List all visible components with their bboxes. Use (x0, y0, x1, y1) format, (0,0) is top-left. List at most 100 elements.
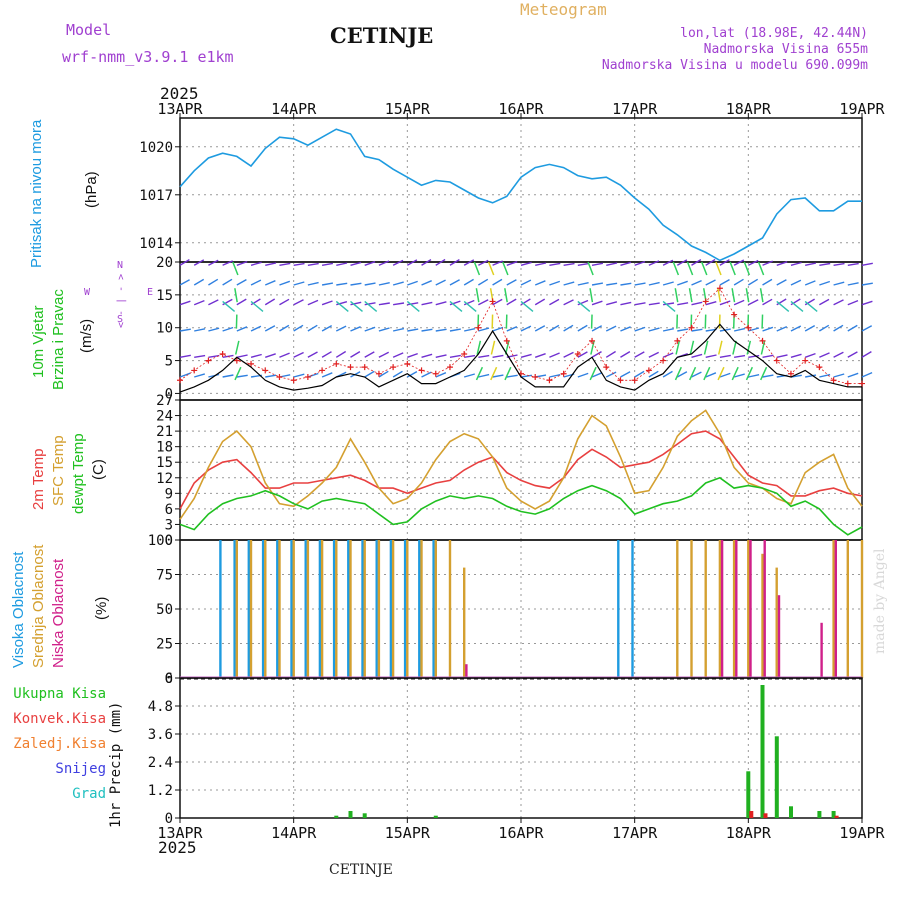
wind-barb (520, 353, 532, 358)
wind-barb (577, 324, 588, 332)
cloud-bar (377, 540, 381, 678)
cloud-bar (247, 540, 250, 678)
wind-barb (719, 259, 730, 266)
wind-barb (705, 279, 716, 286)
y-tick-label: 6 (165, 502, 173, 518)
wind-barb (265, 374, 277, 378)
wind-barb-strong (475, 288, 480, 303)
x-tick-label-top: 16APR (498, 100, 544, 118)
cloud-bar (704, 540, 707, 678)
wind-barb-mid (804, 300, 818, 312)
wind-barb (478, 354, 490, 358)
y-tick-label: 100 (148, 533, 173, 549)
wind-barb (236, 260, 248, 266)
wind-barb-strong (672, 261, 680, 276)
precip-bar (334, 815, 339, 818)
wind-barb (435, 279, 446, 286)
cloud-bar (349, 540, 352, 678)
wind-barb (449, 354, 461, 358)
precip-bar (749, 811, 754, 818)
wind-barb-strong (689, 340, 695, 355)
y-tick-label: 5 (165, 354, 173, 370)
wind-barb (847, 351, 858, 358)
wind-barb (492, 354, 504, 358)
wind-barb (407, 352, 418, 358)
wind-barb (463, 259, 475, 266)
wind-barb (378, 370, 389, 378)
wind-barb (222, 326, 234, 332)
wind-barb (804, 352, 816, 358)
wind-barb (208, 278, 219, 286)
y-tick-label: 24 (156, 409, 173, 425)
wind-barb (577, 351, 588, 358)
wind-barb (691, 353, 703, 358)
wind-barb (335, 350, 347, 358)
wind-barb (705, 258, 716, 266)
wind-barb (833, 351, 844, 358)
wind-barb (648, 351, 660, 358)
wind-barb (421, 371, 432, 378)
panel-frame (179, 677, 863, 819)
wind-barb (620, 261, 632, 266)
wind-barb (648, 260, 660, 266)
wind-barb (776, 279, 787, 286)
wind-barb-mid (463, 300, 477, 312)
series-line (179, 128, 862, 262)
wind-barb (307, 324, 318, 332)
wind-barb (236, 298, 247, 306)
wind-barb (179, 279, 190, 286)
wind-barb (222, 298, 233, 306)
wind-barb (762, 374, 774, 378)
wind-barb (194, 328, 206, 332)
wind-barb (605, 350, 616, 358)
wind-barb (634, 282, 646, 286)
wind-barb (691, 328, 703, 332)
cloud-bar (276, 540, 279, 678)
wind-barb (676, 259, 688, 266)
model-label: Model (66, 21, 112, 39)
wind-barb (847, 324, 858, 332)
wind-barb (478, 259, 489, 266)
wind-barb (748, 299, 759, 306)
wind-barb (819, 262, 831, 266)
cloud-bar (235, 540, 238, 678)
gust-marker (276, 374, 283, 380)
gust-marker (546, 377, 553, 384)
cloud-bar (420, 540, 423, 678)
wind-barb-strong (717, 340, 723, 355)
wind-barb (279, 352, 290, 358)
wind-barb (563, 351, 574, 358)
wind-barb (520, 325, 532, 332)
legend-total-rain: Ukupna Kisa (13, 686, 106, 702)
gust-marker (205, 357, 212, 364)
wind-barb (748, 327, 760, 332)
wind-barb (733, 327, 746, 332)
cloud-bar (292, 540, 295, 678)
cloud-bar (432, 540, 435, 678)
wind-barb (250, 325, 262, 332)
cloud-bar (318, 540, 322, 678)
precip-bar (433, 815, 438, 818)
legend-hail: Grad (72, 786, 106, 802)
cloud-bar (375, 540, 378, 678)
wind-barb (250, 279, 262, 286)
wind-barb (662, 281, 674, 286)
precip-bar (362, 813, 367, 818)
wind-barb (321, 351, 332, 358)
wind-barb (577, 282, 589, 286)
wind-barb (620, 282, 632, 286)
wind-barb (691, 279, 702, 286)
cloud-bar (332, 540, 336, 678)
y-tick-label: 4.8 (148, 699, 173, 715)
wind-barb (790, 353, 802, 358)
wind-barb-mid (250, 300, 264, 312)
wind-barb (350, 301, 362, 306)
precip-bar (763, 813, 768, 818)
wind-barb (406, 259, 418, 266)
legend-conv-rain: Konvek.Kisa (13, 711, 106, 727)
cloud-bar (631, 540, 634, 678)
wind-barb (677, 280, 688, 286)
meteogram-label: Meteogram (520, 0, 607, 19)
cloud-bar (463, 567, 466, 678)
cloud-bar (718, 540, 722, 678)
